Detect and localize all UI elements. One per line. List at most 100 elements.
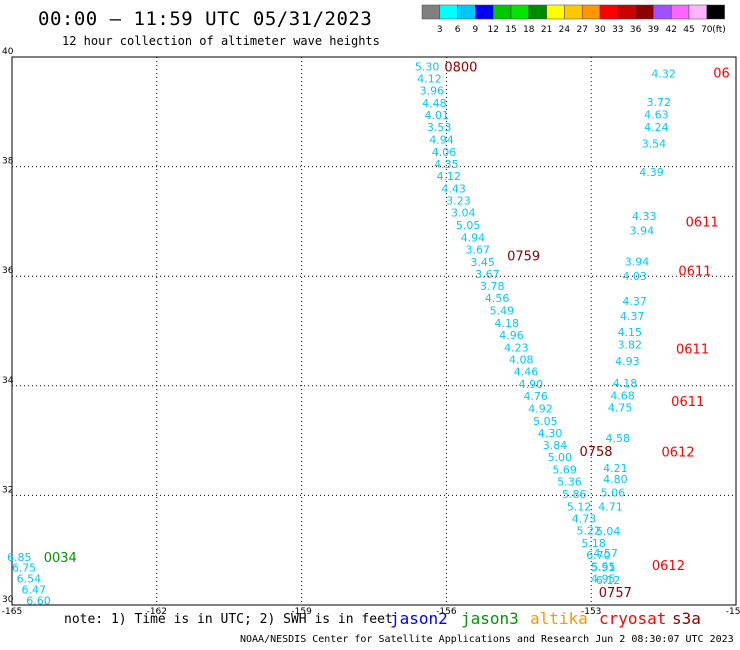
mission-cryosat: cryosat [599, 609, 667, 628]
swh-value-label: 4.63 [644, 109, 669, 122]
legend-tick-label: 30 [594, 25, 606, 35]
swh-value-label: 4.43 [441, 183, 466, 196]
swh-value-label: 4.56 [485, 292, 510, 305]
swh-value-label: 5.86 [562, 488, 587, 501]
swh-value-label: 4.23 [504, 341, 529, 354]
swh-value-label: 4.32 [651, 67, 676, 80]
pass-time-label: 0759 [507, 249, 540, 264]
swh-value-label: 3.72 [647, 96, 672, 109]
swh-value-label: 3.78 [480, 280, 505, 293]
pass-time-label: 0034 [44, 551, 77, 566]
swh-value-label: 6.85 [7, 551, 32, 564]
x-tick-label: -153 [581, 607, 601, 617]
swh-value-label: 4.94 [461, 231, 486, 244]
swh-value-label: 3.53 [427, 121, 452, 134]
swh-value-label: 5.30 [415, 60, 440, 73]
swh-value-label: 4.03 [622, 270, 647, 283]
legend-tick-label: 12 [487, 25, 498, 35]
swh-value-label: 4.08 [509, 353, 534, 366]
swh-value-label: 4.01 [424, 109, 449, 122]
x-tick-label: -159 [291, 607, 312, 617]
page-subtitle: 12 hour collection of altimeter wave hei… [62, 34, 380, 48]
swh-value-label: 4.37 [620, 310, 645, 323]
swh-value-label: 6.47 [21, 584, 46, 597]
legend-tick-label: 3 [437, 25, 443, 35]
legend-tick-label: 39 [648, 25, 660, 35]
swh-value-label: 4.21 [603, 462, 628, 475]
swh-value-label: 5.05 [533, 415, 558, 428]
pass-time-label: 0758 [579, 445, 612, 460]
swh-value-label: 4.30 [538, 427, 563, 440]
legend-unit: (ft) [712, 25, 726, 35]
swh-value-label: 5.55 [591, 561, 616, 574]
plot-frame [11, 56, 737, 606]
swh-value-label: 4.68 [610, 390, 635, 403]
swh-value-label: 4.12 [437, 170, 462, 183]
y-tick-label: 38 [2, 157, 14, 167]
swh-value-label: 6.54 [17, 573, 42, 586]
swh-value-label: 5.22 [577, 524, 602, 537]
swh-value-label: 4.12 [417, 72, 442, 85]
swh-value-label: 3.67 [466, 243, 491, 256]
mission-altika: altika [530, 609, 588, 628]
legend-tick-label: 33 [612, 25, 623, 35]
swh-value-label: 4.46 [514, 366, 539, 379]
swh-value-label: 3.54 [642, 138, 667, 151]
mission-jason2: jason2 [390, 609, 448, 628]
x-tick-label: -165 [2, 607, 22, 617]
swh-value-label: 4.15 [618, 326, 643, 339]
x-tick-label: -150 [726, 607, 740, 617]
y-tick-label: 36 [2, 266, 14, 276]
swh-value-label: 4.94 [429, 134, 454, 147]
series-jason3: 6.856.756.546.476.60 0034 [7, 551, 77, 608]
swh-value-label: 3.94 [625, 255, 650, 268]
footer-credit: NOAA/NESDIS Center for Satellite Applica… [240, 634, 734, 645]
y-tick-label: 32 [2, 485, 13, 495]
page-title: 00:00 – 11:59 UTC 05/31/2023 [38, 8, 373, 30]
series-cryosat: 4.32 3.724.634.24 3.54 4.39 4.33 3.94 3.94 4.03… [591, 66, 730, 585]
pass-time-label: 0611 [671, 395, 704, 410]
swh-value-label: 4.76 [523, 390, 548, 403]
legend-swatch [706, 4, 725, 20]
swh-value-label: 5.05 [456, 219, 481, 232]
swh-value-label: 4.71 [598, 500, 623, 513]
swh-value-label: 3.67 [475, 268, 500, 281]
legend-tick-label: 36 [630, 25, 642, 35]
swh-value-label: 5.36 [557, 476, 582, 489]
legend-tick-label: 45 [683, 25, 694, 35]
swh-value-label: 4.48 [422, 97, 447, 110]
swh-value-label: 4.18 [494, 317, 519, 330]
swh-value-label: 4.93 [615, 355, 640, 368]
swh-value-label: 4.57 [593, 547, 618, 560]
x-tick-label: -156 [436, 607, 457, 617]
swh-value-label: 5.00 [548, 451, 573, 464]
series-s3a: 5.304.123.964.484.013.534.944.064.354.12… [415, 60, 632, 601]
swh-value-label: 5.04 [596, 525, 621, 538]
legend-tick-label: 21 [541, 25, 552, 35]
pass-time-label: 0611 [686, 215, 719, 230]
legend-tick-label: 27 [576, 25, 587, 35]
swh-value-label: 4.58 [605, 432, 630, 445]
swh-value-label: 6.60 [26, 595, 51, 608]
swh-value-label: 3.94 [630, 225, 655, 238]
footer-note: note: 1) Time is in UTC; 2) SWH is in fe… [64, 612, 393, 627]
swh-value-label: 4.33 [632, 210, 657, 223]
swh-value-label: 3.23 [446, 195, 471, 208]
swh-value-label: 4.80 [603, 473, 628, 486]
y-tick-label: 40 [2, 47, 14, 57]
swh-value-label: 3.96 [420, 84, 445, 97]
swh-value-label: 4.37 [622, 295, 647, 308]
swh-value-label: 3.45 [470, 256, 495, 269]
swh-value-label: 5.49 [490, 305, 515, 318]
swh-value-label: 4.18 [613, 377, 638, 390]
swh-value-label: 6.75 [12, 562, 37, 575]
pass-time-label: 0611 [676, 343, 709, 358]
swh-value-label: 4.24 [644, 121, 669, 134]
y-tick-label: 30 [2, 595, 14, 605]
legend-tick-label: 24 [559, 25, 571, 35]
swh-value-label: 4.95 [591, 573, 616, 586]
x-tick-label: -162 [147, 607, 167, 617]
legend-tick-label: 70 [701, 25, 713, 35]
